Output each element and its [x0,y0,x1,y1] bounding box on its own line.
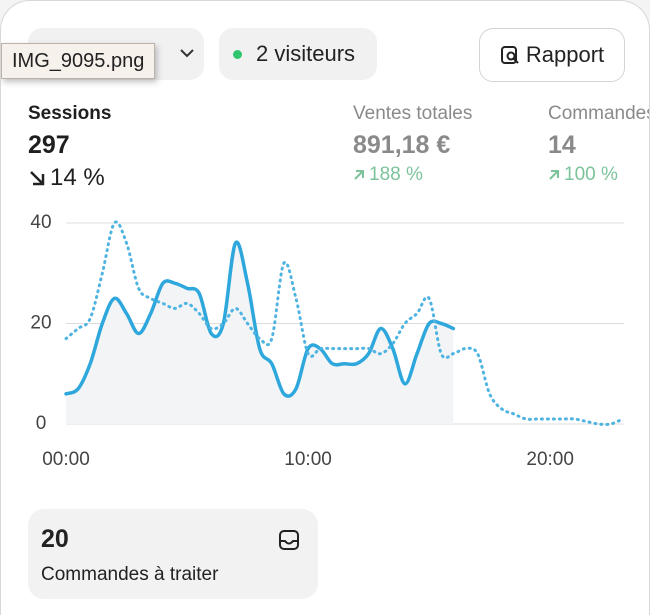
card-value: 20 [41,525,69,553]
metric-label: Sessions [28,103,112,124]
report-text: Rapport [525,42,605,67]
metric-sessions[interactable]: Sessions 297 14 % [28,103,111,192]
down-arrow [30,171,45,186]
chevron [180,49,194,58]
metric-change: 14 % [28,164,111,192]
up-arrow [354,170,364,180]
card-label: Commandes à traiter [41,564,219,585]
metric-label: Commandes [548,103,650,124]
metric-orders[interactable]: Commandes 14 100 % [548,103,650,186]
metric-change-text: 100 % [564,164,618,185]
metric-sales[interactable]: Ventes totales 891,18 € 188 % [353,103,472,186]
metric-change: 100 % [548,164,649,186]
report-icon [500,46,519,64]
visitors-pill[interactable]: 2 visiteurs [219,28,377,80]
area [66,242,454,424]
x-tick-label: 00:00 [42,449,90,470]
x-tick-label: 20:00 [526,449,574,470]
file-tooltip: IMG_9095.png [1,43,156,79]
visitors-text: 2 visiteurs [256,41,356,66]
x-tick-label: 10:00 [284,449,332,470]
y-tick-label: 0 [36,413,47,434]
up-arrow [549,170,559,180]
metric-value: 14 [548,131,576,159]
metric-label: Ventes totales [353,103,473,124]
live-dot [233,49,242,59]
y-tick-label: 20 [30,313,51,334]
metric-value: 891,18 € [353,131,451,159]
y-tick-label: 40 [30,212,51,233]
metric-value: 297 [28,131,70,159]
line-series [64,240,456,398]
metric-change: 188 % [353,164,472,186]
inbox-icon [279,530,299,550]
chart: 0 20 40 00:00 10:00 20:00 [30,212,625,470]
line-series [64,220,625,426]
orders-card[interactable]: 20 Commandes à traiter [28,509,318,599]
metric-change-text: 188 % [369,164,423,185]
metric-change-text: 14 % [50,164,105,191]
report-button[interactable]: Rapport [479,28,625,82]
